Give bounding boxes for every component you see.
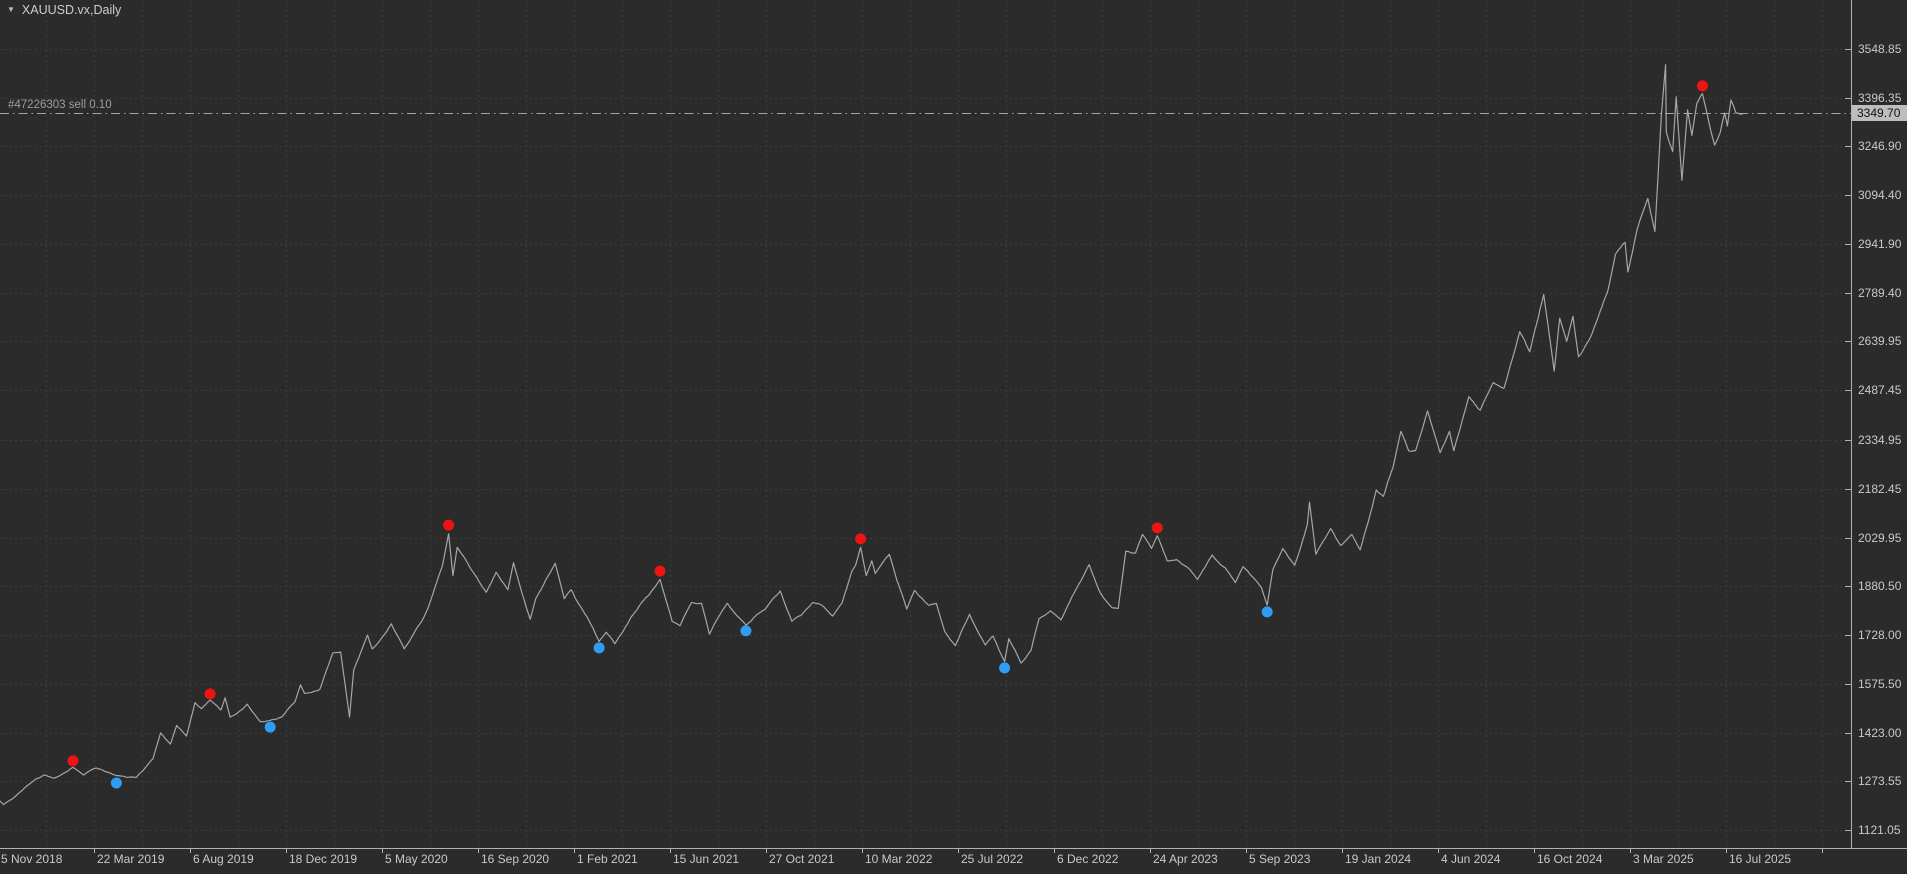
symbol-period-label: ▼ XAUUSD.vx,Daily <box>7 3 121 17</box>
time-axis-label: 19 Jan 2024 <box>1345 852 1412 866</box>
time-axis-label: 4 Jun 2024 <box>1441 852 1501 866</box>
time-axis-label: 5 Sep 2023 <box>1249 852 1311 866</box>
time-axis-label: 10 Mar 2022 <box>865 852 933 866</box>
sell-signal-dot <box>1151 522 1163 534</box>
price-axis-label: 3094.40 <box>1858 188 1902 203</box>
price-axis-label: 2334.95 <box>1858 432 1902 447</box>
buy-signal-dot <box>593 642 605 654</box>
current-price-tag: 3349.70 <box>1852 105 1907 122</box>
time-axis-label: 16 Jul 2025 <box>1729 852 1792 866</box>
time-axis-label: 6 Aug 2019 <box>193 852 254 866</box>
order-line-label: #47226303 sell 0.10 <box>8 98 112 111</box>
price-axis-label: 1728.00 <box>1858 627 1902 642</box>
price-axis-label: 3548.85 <box>1858 42 1902 56</box>
time-axis-label: 6 Dec 2022 <box>1057 852 1119 866</box>
sell-signal-dot <box>855 533 867 545</box>
chart-dropdown-icon[interactable]: ▼ <box>7 5 15 14</box>
time-axis-label: 22 Mar 2019 <box>97 852 165 866</box>
time-axis-label: 16 Oct 2024 <box>1537 852 1603 866</box>
time-axis-label: 5 May 2020 <box>385 852 448 866</box>
time-axis-label: 18 Dec 2019 <box>289 852 358 866</box>
price-axis-label: 1423.00 <box>1858 725 1902 740</box>
price-axis-label: 3396.35 <box>1858 91 1902 106</box>
buy-signal-dot <box>999 662 1011 674</box>
sell-signal-dot <box>204 688 216 700</box>
buy-signal-dot <box>264 721 276 733</box>
price-axis-label: 2182.45 <box>1858 481 1902 496</box>
sell-signal-dot <box>1697 80 1708 92</box>
price-axis-label: 2029.95 <box>1858 530 1902 545</box>
price-axis-label: 2487.45 <box>1858 383 1902 398</box>
sell-signal-dot <box>67 755 79 767</box>
sell-signal-dot <box>654 565 666 577</box>
price-axis-label: 2941.90 <box>1858 237 1902 252</box>
axis-lines <box>0 0 1907 853</box>
price-axis-label: 2639.95 <box>1858 334 1902 349</box>
price-axis-label: 1273.55 <box>1858 773 1902 788</box>
sell-signal-dot <box>443 519 455 531</box>
time-axis-label: 3 Mar 2025 <box>1633 852 1694 866</box>
grid <box>0 0 1851 848</box>
price-line <box>0 64 1743 806</box>
buy-signal-dot <box>110 777 122 789</box>
time-axis-label: 25 Jul 2022 <box>961 852 1024 866</box>
price-axis-label: 1575.50 <box>1858 676 1902 691</box>
time-axis-label: 16 Sep 2020 <box>481 852 550 866</box>
price-axis-label: 3246.90 <box>1858 139 1902 154</box>
price-axis-label: 1880.50 <box>1858 578 1902 593</box>
symbol-period-text: XAUUSD.vx,Daily <box>21 3 122 17</box>
time-axis-label: 1 Feb 2021 <box>577 852 638 866</box>
price-axis-label: 1121.05 <box>1858 823 1901 837</box>
time-axis-label: 27 Oct 2021 <box>769 852 835 866</box>
price-axis-label: 2789.40 <box>1858 286 1902 301</box>
time-axis-label: 5 Nov 2018 <box>1 852 63 866</box>
buy-signal-dot <box>1261 606 1273 618</box>
buy-signal-dot <box>740 625 752 637</box>
time-axis-label: 15 Jun 2021 <box>673 852 740 866</box>
time-axis-label: 24 Apr 2023 <box>1153 852 1218 866</box>
